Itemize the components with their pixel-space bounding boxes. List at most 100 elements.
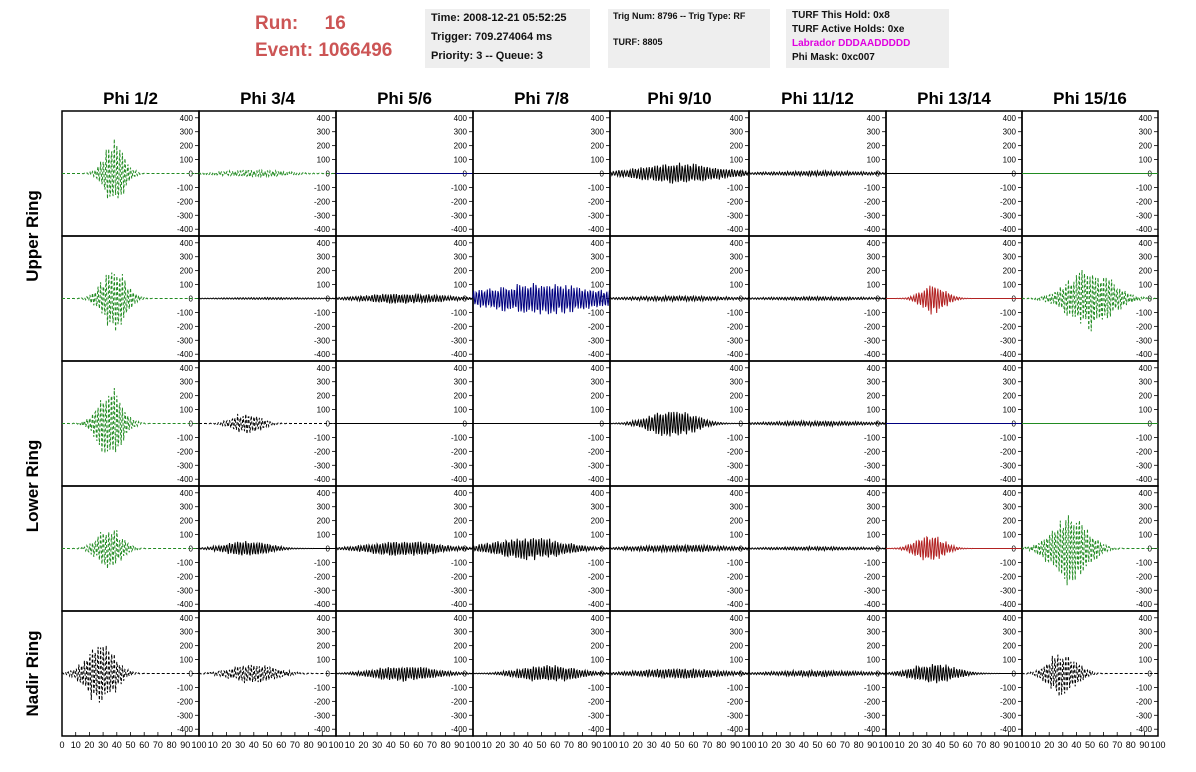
y-tick-label: 200 — [317, 517, 331, 526]
y-tick-label: -400 — [314, 350, 331, 359]
waveform-trace — [886, 285, 1022, 315]
x-tick-label: 30 — [647, 740, 657, 750]
y-tick-label: -200 — [588, 572, 605, 581]
x-tick-label: 60 — [276, 740, 286, 750]
x-tick-label: 10 — [345, 740, 355, 750]
y-tick-label: 300 — [454, 628, 468, 637]
y-tick-label: -300 — [1136, 711, 1153, 720]
x-tick-label: 50 — [262, 740, 272, 750]
column-header: Phi 1/2 — [103, 89, 158, 108]
y-tick-label: -200 — [1000, 197, 1017, 206]
waveform-trace — [609, 162, 750, 184]
y-tick-label: 300 — [730, 128, 744, 137]
y-tick-label: -200 — [314, 447, 331, 456]
waveform-trace — [472, 665, 611, 682]
y-tick-label: -200 — [314, 697, 331, 706]
y-tick-label: -400 — [451, 725, 468, 734]
y-tick-label: 400 — [730, 114, 744, 123]
x-tick-label: 90 — [317, 740, 327, 750]
y-tick-label: -200 — [177, 572, 194, 581]
y-tick-label: 200 — [454, 392, 468, 401]
y-tick-label: 0 — [189, 420, 194, 429]
y-tick-label: -300 — [314, 211, 331, 220]
column-header: Phi 13/14 — [917, 89, 991, 108]
y-tick-label: -400 — [588, 475, 605, 484]
y-tick-label: 400 — [1003, 614, 1017, 623]
y-tick-label: 400 — [454, 364, 468, 373]
y-tick-label: 200 — [867, 517, 881, 526]
y-tick-label: -300 — [314, 711, 331, 720]
y-tick-label: 300 — [867, 253, 881, 262]
y-tick-label: -400 — [727, 725, 744, 734]
y-tick-label: 100 — [867, 281, 881, 290]
y-tick-label: -100 — [451, 558, 468, 567]
y-tick-label: 400 — [867, 239, 881, 248]
y-tick-label: 200 — [317, 267, 331, 276]
y-tick-label: -100 — [1000, 433, 1017, 442]
waveform-trace — [198, 168, 337, 179]
priority-text: Priority: 3 -- Queue: 3 — [431, 50, 543, 62]
y-tick-label: 400 — [591, 114, 605, 123]
y-tick-label: -200 — [177, 447, 194, 456]
ring-label: Upper Ring — [23, 190, 42, 282]
y-tick-label: -300 — [1136, 461, 1153, 470]
y-tick-label: 400 — [454, 614, 468, 623]
y-tick-label: 100 — [591, 656, 605, 665]
y-tick-label: 200 — [180, 142, 194, 151]
y-tick-label: 300 — [1139, 253, 1153, 262]
y-tick-label: -100 — [314, 183, 331, 192]
y-tick-label: -400 — [1136, 725, 1153, 734]
y-tick-label: -200 — [588, 322, 605, 331]
y-tick-label: -200 — [864, 697, 881, 706]
y-tick-label: -300 — [314, 336, 331, 345]
waveform-trace — [472, 282, 611, 315]
y-tick-label: 200 — [1139, 517, 1153, 526]
y-tick-label: 100 — [591, 531, 605, 540]
y-tick-label: -400 — [451, 600, 468, 609]
y-tick-label: 100 — [180, 281, 194, 290]
y-tick-label: 400 — [867, 489, 881, 498]
y-tick-label: -200 — [588, 197, 605, 206]
turf-active-text: TURF Active Holds: 0xe — [792, 24, 905, 35]
y-tick-label: 0 — [326, 420, 331, 429]
y-tick-label: 400 — [1003, 364, 1017, 373]
waveform-trace — [748, 419, 887, 428]
y-tick-label: 400 — [180, 489, 194, 498]
y-tick-label: 200 — [730, 392, 744, 401]
x-tick-label: 80 — [716, 740, 726, 750]
y-tick-label: -200 — [588, 697, 605, 706]
turf-info-box: TURF This Hold: 0x8 TURF Active Holds: 0… — [786, 9, 949, 68]
waveform-trace — [1021, 269, 1159, 332]
y-tick-label: 300 — [730, 378, 744, 387]
x-tick-label: 10 — [895, 740, 905, 750]
labrador-text: Labrador DDDAADDDDD — [792, 38, 911, 49]
x-tick-label: 70 — [427, 740, 437, 750]
time-text: Time: 2008-12-21 05:52:25 — [431, 12, 567, 24]
y-tick-label: 300 — [591, 628, 605, 637]
y-tick-label: 100 — [454, 156, 468, 165]
y-tick-label: 100 — [591, 406, 605, 415]
x-tick-label: 90 — [1003, 740, 1013, 750]
y-tick-label: 100 — [180, 656, 194, 665]
y-tick-label: -400 — [177, 725, 194, 734]
y-tick-label: 100 — [1003, 406, 1017, 415]
x-tick-label: 40 — [112, 740, 122, 750]
x-tick-label: 60 — [139, 740, 149, 750]
y-tick-label: -100 — [314, 683, 331, 692]
y-tick-label: -300 — [177, 336, 194, 345]
x-tick-label: 40 — [523, 740, 533, 750]
y-tick-label: 400 — [1139, 489, 1153, 498]
waveform-trace — [748, 668, 887, 679]
y-tick-label: -400 — [451, 225, 468, 234]
y-tick-label: 300 — [454, 378, 468, 387]
y-tick-label: 400 — [454, 489, 468, 498]
x-tick-label: 90 — [867, 740, 877, 750]
y-tick-label: -300 — [177, 711, 194, 720]
x-tick-label: 50 — [536, 740, 546, 750]
y-tick-label: 300 — [454, 128, 468, 137]
x-tick-label: 0 — [59, 740, 64, 750]
y-tick-label: 400 — [867, 364, 881, 373]
y-tick-label: 100 — [454, 406, 468, 415]
waveform-trace — [335, 666, 474, 682]
column-header: Phi 11/12 — [781, 89, 854, 108]
